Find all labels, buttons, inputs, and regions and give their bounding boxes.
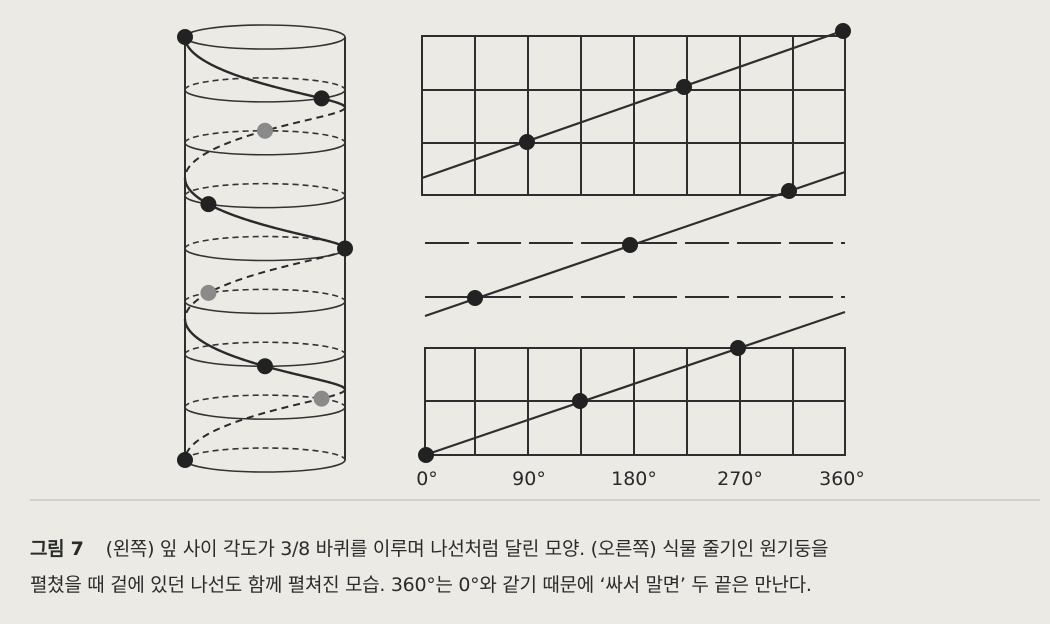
leaf-dot [781,183,797,199]
x-axis-labels: 0° 90° 180° 270° 360° [416,468,865,490]
x-axis-label: 90° [512,468,546,490]
leaf-dot [730,340,746,356]
ring-back [184,394,346,408]
leaf-dot [200,284,217,301]
helix-front [183,318,347,390]
ring-front [184,195,346,209]
ring-back [184,288,346,302]
right-panels [421,28,846,457]
ring-back [184,77,346,91]
leaf-dot [835,23,851,39]
helix-back [184,248,346,320]
ring-front [184,248,346,262]
top-grid-lines [422,36,845,195]
leaf-dot [337,240,353,257]
ring-front [184,301,346,315]
bottom-grid-lines [425,348,845,455]
ring-back [184,447,346,461]
right-leaf-dots [418,23,851,463]
caption-text: 펼쳤을 때 겉에 있던 나선도 함께 펼쳐진 모습. 360°는 0°와 같기 … [30,574,812,596]
leaf-dot [519,134,535,150]
caption-line: 그림 7 (왼쪽) 잎 사이 각도가 3/8 바퀴를 이루며 나선처럼 달린 모양… [30,534,829,561]
cylinder [177,24,353,473]
x-axis-label: 360° [819,468,865,490]
ring-back [184,341,346,355]
caption-label: 그림 7 [30,538,84,560]
leaf-dot [467,290,483,306]
caption-line: 펼쳤을 때 겉에 있던 나선도 함께 펼쳐진 모습. 360°는 0°와 같기 … [30,570,812,597]
ring-back [184,24,346,38]
ring-back [184,182,346,196]
x-axis-label: 270° [717,468,763,490]
x-axis-label: 180° [611,468,657,490]
helix-front [183,177,347,249]
leaf-dot [177,29,193,45]
leaf-dot [572,393,588,409]
leaf-dot [257,122,273,139]
ring-front [184,406,346,420]
caption-text: (왼쪽) 잎 사이 각도가 3/8 바퀴를 이루며 나선처럼 달린 모양. (오… [105,538,829,560]
leaf-dot [177,452,193,468]
helix-front [183,36,347,108]
ring-front [184,142,346,156]
leaf-dot [200,196,217,213]
ring-front [184,89,346,103]
ring-front [184,459,346,473]
x-axis-label: 0° [416,468,438,490]
ring-front [184,36,346,50]
leaf-dot [257,358,273,375]
leaf-dot [418,447,434,463]
helix-back [184,389,346,461]
leaf-dot [313,390,330,407]
leaf-dot [313,90,330,107]
helix-back [184,107,346,179]
leaf-dot [622,237,638,253]
leaf-dot [676,79,692,95]
